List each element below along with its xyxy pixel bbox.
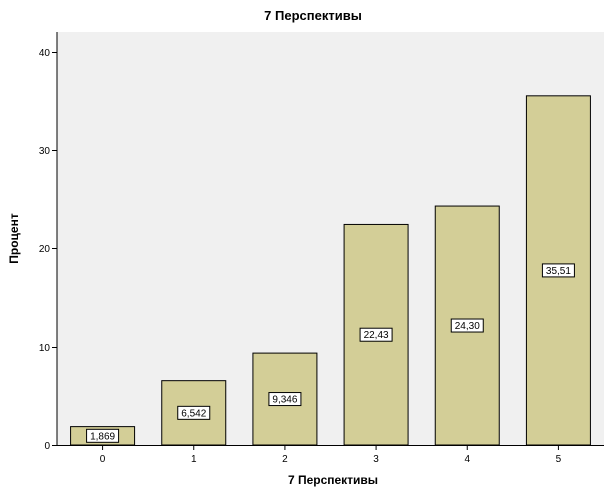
y-tick-label: 10 xyxy=(39,343,51,354)
x-axis-label: 7 Перспективы xyxy=(288,473,378,487)
x-tick-label: 2 xyxy=(282,454,288,465)
x-tick-label: 3 xyxy=(373,454,379,465)
data-label-box xyxy=(177,405,211,420)
data-label-box xyxy=(450,318,484,333)
y-axis-label: Процент xyxy=(7,213,21,264)
plot-area: 0 10 20 30 40 1,869 0 6,542 1 9,346 2 22,43 3 24,30 4 3… xyxy=(39,32,604,465)
data-label: 22,43 xyxy=(364,330,389,341)
chart-title: 7 Перспективы xyxy=(264,8,362,23)
data-label-box xyxy=(86,428,120,443)
data-label-box xyxy=(359,327,393,342)
data-label-box xyxy=(541,263,575,278)
plot-background xyxy=(57,32,604,445)
data-label: 1,869 xyxy=(90,431,115,442)
y-tick-label: 20 xyxy=(39,244,51,255)
data-label: 6,542 xyxy=(181,408,206,419)
x-tick-label: 1 xyxy=(191,454,197,465)
x-tick-label: 0 xyxy=(100,454,106,465)
y-tick-label: 30 xyxy=(39,146,51,157)
y-tick-label: 0 xyxy=(44,441,50,452)
x-tick-label: 5 xyxy=(556,454,562,465)
y-tick-label: 40 xyxy=(39,48,51,59)
data-label-box xyxy=(268,392,302,407)
x-tick-label: 4 xyxy=(464,454,470,465)
data-label: 9,346 xyxy=(272,395,297,406)
data-label: 24,30 xyxy=(455,321,480,332)
data-label: 35,51 xyxy=(546,266,571,277)
